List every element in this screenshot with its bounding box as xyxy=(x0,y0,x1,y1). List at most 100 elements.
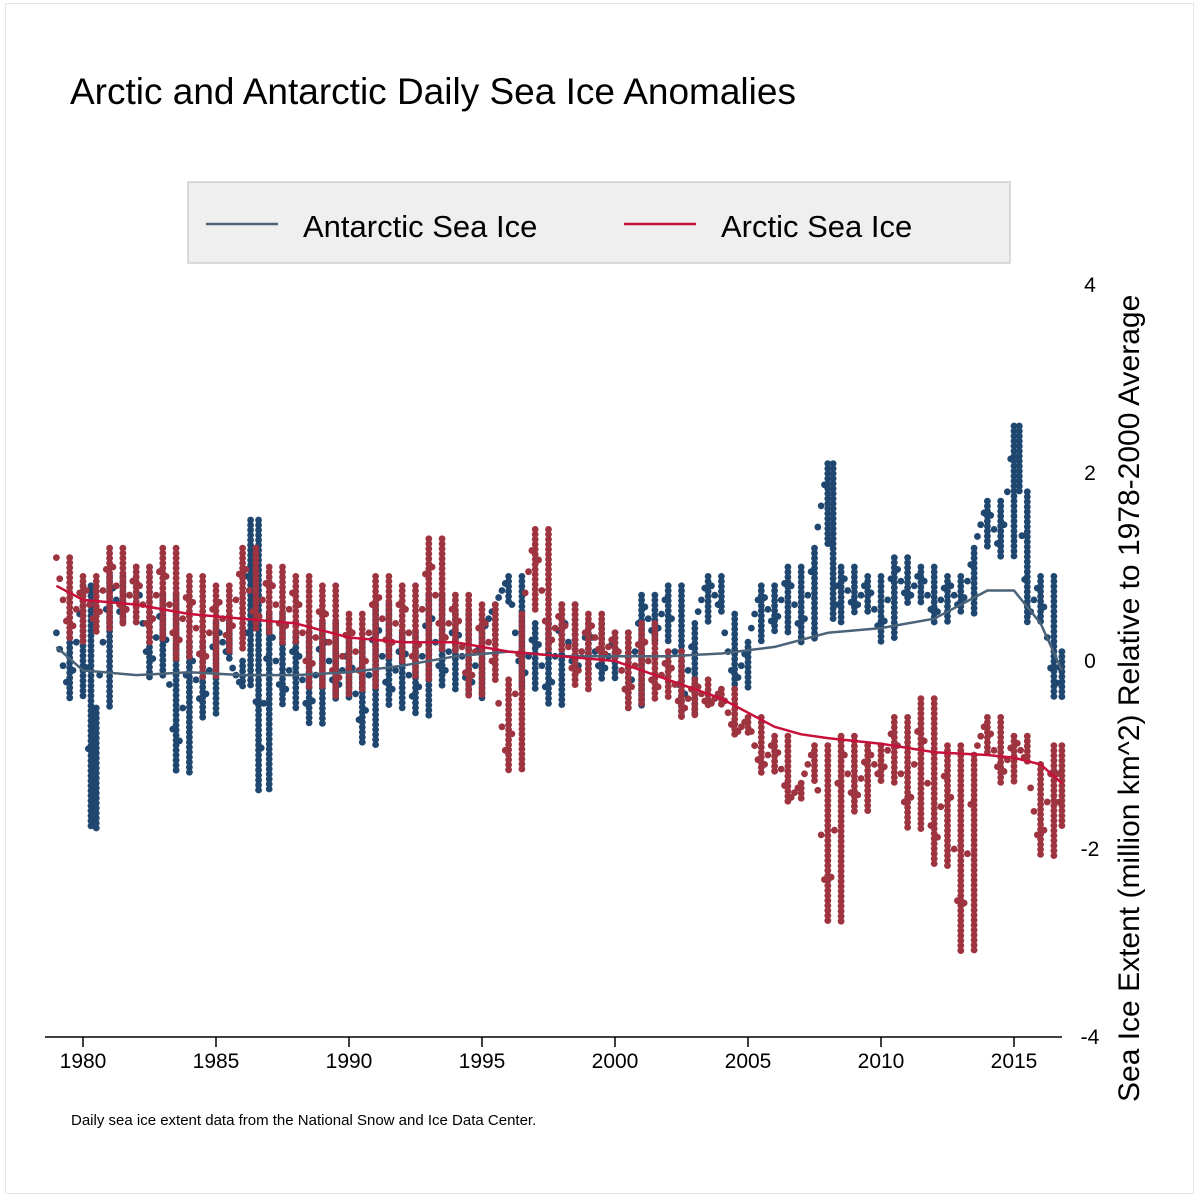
data-point xyxy=(957,767,965,774)
data-point xyxy=(345,645,353,653)
data-point xyxy=(1010,532,1018,540)
data-point xyxy=(1023,538,1031,546)
data-point xyxy=(309,659,316,667)
data-point xyxy=(930,810,938,817)
antarctic-trend-line xyxy=(55,589,1064,677)
data-point xyxy=(811,569,818,577)
data-point xyxy=(944,837,951,844)
data-point xyxy=(247,651,254,659)
data-point xyxy=(691,691,699,699)
data-point xyxy=(159,661,167,669)
data-point xyxy=(1023,737,1031,745)
data-point xyxy=(944,842,951,849)
data-point xyxy=(877,757,885,764)
data-point xyxy=(385,653,393,660)
data-point xyxy=(970,941,978,949)
data-point xyxy=(247,681,254,689)
data-point xyxy=(452,680,459,688)
data-point xyxy=(372,623,379,630)
data-point xyxy=(425,570,433,578)
data-point xyxy=(1040,826,1048,834)
data-point xyxy=(465,656,473,664)
data-point xyxy=(412,647,419,655)
data-point xyxy=(255,696,262,704)
arctic-trend-line xyxy=(55,584,1063,785)
data-point xyxy=(345,665,353,673)
data-point xyxy=(122,605,130,613)
data-point xyxy=(957,822,965,829)
data-point xyxy=(851,772,858,780)
data-point xyxy=(239,589,247,597)
data-point xyxy=(824,802,832,809)
data-point xyxy=(1050,827,1058,834)
data-point xyxy=(438,600,446,608)
data-point xyxy=(212,700,220,707)
data-point xyxy=(1023,548,1031,556)
data-point xyxy=(212,685,220,692)
data-point xyxy=(651,596,659,604)
data-point xyxy=(930,860,938,867)
data-point xyxy=(518,635,526,643)
data-point xyxy=(877,633,885,640)
data-point xyxy=(585,635,592,643)
data-point xyxy=(957,852,965,859)
data-point xyxy=(518,755,526,763)
data-point xyxy=(744,658,752,666)
data-point xyxy=(92,794,100,802)
data-point xyxy=(412,704,419,712)
data-point xyxy=(106,673,113,680)
data-point xyxy=(1037,821,1044,828)
data-point xyxy=(784,593,792,601)
data-point xyxy=(247,646,254,654)
data-point xyxy=(265,613,273,621)
data-point xyxy=(947,582,955,590)
data-point xyxy=(372,716,379,723)
data-point xyxy=(917,720,925,727)
data-point xyxy=(92,799,100,807)
data-point xyxy=(930,710,938,717)
data-point xyxy=(478,636,486,643)
data-point xyxy=(757,607,765,615)
data-point xyxy=(332,587,340,595)
data-point xyxy=(551,624,559,632)
data-point xyxy=(1050,593,1058,600)
data-point xyxy=(829,470,837,477)
data-point xyxy=(890,749,898,756)
data-point xyxy=(831,826,838,834)
data-point xyxy=(319,690,326,697)
data-point xyxy=(79,682,87,690)
data-point xyxy=(744,683,752,691)
data-point xyxy=(531,655,539,662)
data-point xyxy=(721,629,729,637)
data-point xyxy=(79,613,87,620)
data-point xyxy=(279,655,286,663)
data-point xyxy=(332,687,340,695)
data-point xyxy=(678,668,685,675)
data-point xyxy=(571,661,579,668)
data-point xyxy=(59,596,67,604)
data-point xyxy=(265,628,273,636)
data-point xyxy=(119,549,127,557)
data-point xyxy=(829,575,837,582)
data-point xyxy=(1037,593,1044,600)
data-point xyxy=(252,604,260,612)
data-point xyxy=(651,620,659,627)
data-point xyxy=(917,790,925,797)
data-point xyxy=(970,549,978,557)
data-point xyxy=(425,681,433,689)
data-point xyxy=(837,882,845,890)
data-point xyxy=(505,751,512,759)
data-point xyxy=(1037,811,1044,818)
data-point xyxy=(829,530,837,537)
data-point xyxy=(319,592,326,600)
data-point xyxy=(824,847,832,854)
data-point xyxy=(345,640,353,648)
data-point xyxy=(412,602,419,610)
data-point xyxy=(192,676,200,684)
data-point xyxy=(814,786,822,794)
data-point xyxy=(531,546,539,553)
data-point xyxy=(305,704,313,712)
data-point xyxy=(624,674,632,682)
data-point xyxy=(930,618,938,626)
data-point xyxy=(252,564,260,572)
